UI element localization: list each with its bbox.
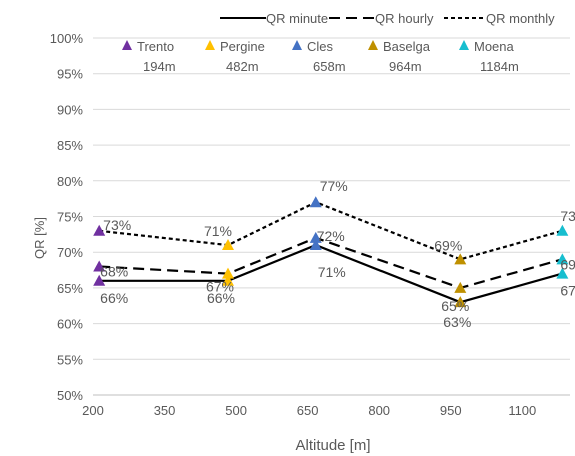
station-legend-marker xyxy=(292,40,302,50)
legend-label: QR hourly xyxy=(375,11,434,26)
grid-lines xyxy=(93,37,570,360)
data-label: 73% xyxy=(560,208,575,224)
y-tick-label: 95% xyxy=(57,67,83,82)
y-tick-label: 100% xyxy=(50,31,84,46)
data-label: 71% xyxy=(318,264,346,280)
station-altitude: 1184m xyxy=(480,59,519,74)
y-tick-label: 50% xyxy=(57,388,83,403)
station-legend-marker xyxy=(459,40,469,50)
data-point-marker xyxy=(556,253,569,265)
data-label: 73% xyxy=(103,217,131,233)
series-legend: QR minute QR hourly QR monthly xyxy=(220,11,555,26)
data-point-marker xyxy=(93,274,106,286)
station-legend-marker xyxy=(122,40,132,50)
y-tick-label: 55% xyxy=(57,352,83,367)
legend-label: QR minute xyxy=(266,11,328,26)
station-altitude: 194m xyxy=(143,59,176,74)
x-axis-title: Altitude [m] xyxy=(295,437,370,454)
station-name: Pergine xyxy=(220,39,265,54)
y-axis-ticks: 50% 55% 60% 65% 70% 75% 80% 85% 90% 95% 100% xyxy=(50,31,84,403)
station-name: Moena xyxy=(474,39,515,54)
data-point-marker xyxy=(221,239,234,251)
y-tick-label: 85% xyxy=(57,138,83,153)
station-name: Cles xyxy=(307,39,334,54)
data-label: 67% xyxy=(560,283,575,299)
data-label: 69% xyxy=(434,237,462,253)
data-point-marker xyxy=(454,253,467,265)
data-point-marker xyxy=(309,239,322,251)
data-labels: 66% 66% 71% 63% 67% 68% 67% 72% 65% 69% 73% 71% 77% 6… xyxy=(100,178,575,330)
x-tick-label: 350 xyxy=(154,403,176,418)
data-label: 67% xyxy=(206,279,234,295)
station-legend-marker xyxy=(205,40,215,50)
y-tick-label: 70% xyxy=(57,245,83,260)
data-label: 66% xyxy=(100,290,128,306)
data-markers xyxy=(93,196,569,308)
data-point-marker xyxy=(309,196,322,208)
y-tick-label: 75% xyxy=(57,210,83,225)
station-altitude: 658m xyxy=(313,59,346,74)
data-label: 69% xyxy=(560,256,575,272)
y-tick-label: 60% xyxy=(57,317,83,332)
data-point-marker xyxy=(93,260,106,272)
station-altitude: 482m xyxy=(226,59,259,74)
x-tick-label: 500 xyxy=(225,403,247,418)
station-legend: Trento 194m Pergine 482m Cles 658m Baselga 964m… xyxy=(122,39,519,74)
y-tick-label: 65% xyxy=(57,281,83,296)
data-point-marker xyxy=(221,267,234,279)
y-axis-title: QR [%] xyxy=(32,217,47,259)
data-point-marker xyxy=(454,281,467,293)
x-tick-label: 650 xyxy=(297,403,319,418)
station-name: Trento xyxy=(137,39,174,54)
data-point-marker xyxy=(309,231,322,243)
data-label: 66% xyxy=(207,290,235,306)
x-tick-label: 1100 xyxy=(508,403,536,418)
data-point-marker xyxy=(221,274,234,286)
data-label: 77% xyxy=(320,178,348,194)
data-label: 71% xyxy=(204,223,232,239)
y-tick-label: 80% xyxy=(57,174,83,189)
data-label: 72% xyxy=(317,228,345,244)
station-name: Baselga xyxy=(383,39,431,54)
y-tick-label: 90% xyxy=(57,102,83,117)
x-tick-label: 950 xyxy=(440,403,462,418)
data-point-marker xyxy=(93,224,106,236)
legend-label: QR monthly xyxy=(486,11,555,26)
data-label: 68% xyxy=(100,263,128,279)
data-point-marker xyxy=(556,224,569,236)
station-altitude: 964m xyxy=(389,59,422,74)
data-label: 63% xyxy=(443,314,471,330)
x-tick-label: 200 xyxy=(82,403,104,418)
data-point-marker xyxy=(454,296,467,308)
station-legend-marker xyxy=(368,40,378,50)
data-point-marker xyxy=(556,267,569,279)
data-label: 65% xyxy=(441,298,469,314)
x-axis-ticks: 200 350 500 650 800 950 1100 xyxy=(82,403,536,418)
x-tick-label: 800 xyxy=(368,403,390,418)
